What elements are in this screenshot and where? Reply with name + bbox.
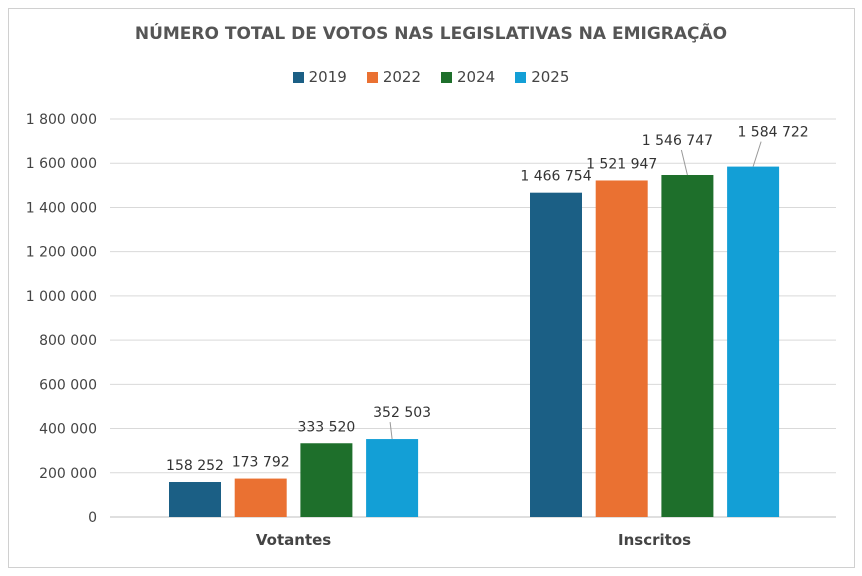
y-tick-label: 1 400 000	[26, 200, 97, 216]
legend-item-2024: 2024	[441, 68, 495, 86]
y-tick-label: 1 800 000	[26, 112, 97, 128]
data-label: 1 584 722	[737, 125, 808, 141]
y-tick-label: 1 000 000	[26, 289, 97, 305]
chart-frame	[8, 8, 855, 568]
bar-2019-votantes	[169, 482, 221, 517]
legend-swatch	[515, 71, 527, 83]
y-tick-label: 200 000	[39, 466, 97, 482]
leader-line	[389, 421, 393, 440]
leader-line	[752, 141, 762, 167]
bar-2025-inscritos	[727, 166, 780, 518]
legend-item-2022: 2022	[366, 68, 421, 86]
bar-2022-inscritos	[595, 180, 648, 518]
data-label: 1 546 747	[642, 133, 713, 149]
x-category-label: Votantes	[256, 531, 331, 549]
data-label: 1 466 754	[520, 169, 591, 185]
y-tick-label: 800 000	[39, 333, 97, 349]
data-label: 1 521 947	[586, 156, 657, 172]
y-tick-label: 600 000	[39, 377, 97, 393]
legend-item-2019: 2019	[292, 68, 347, 86]
legend-label: 2019	[308, 68, 347, 86]
bar-2022-votantes	[234, 478, 287, 517]
legend-label: 2025	[531, 68, 570, 86]
data-label: 173 792	[232, 455, 290, 471]
legend-label: 2022	[382, 68, 421, 86]
legend-swatch	[292, 71, 304, 83]
y-tick-label: 1 200 000	[26, 245, 97, 261]
legend-label: 2024	[457, 68, 496, 86]
legend: 2019 2022 2024 2025	[0, 68, 862, 86]
legend-swatch	[441, 71, 452, 83]
legend-item-2025: 2025	[515, 68, 569, 86]
chart-title: NÚMERO TOTAL DE VOTOS NAS LEGISLATIVAS N…	[134, 24, 728, 44]
legend-swatch	[366, 71, 378, 83]
leader-line	[680, 149, 688, 176]
bar-2019-inscritos	[530, 192, 582, 517]
bar-2024-inscritos	[661, 174, 714, 517]
data-label: 158 252	[166, 458, 224, 474]
data-label: 333 520	[297, 419, 355, 435]
y-tick-label: 400 000	[39, 422, 97, 438]
data-label: 352 503	[373, 405, 431, 421]
y-tick-label: 0	[88, 510, 97, 526]
y-tick-label: 1 600 000	[26, 156, 97, 172]
x-category-label: Inscritos	[618, 531, 691, 549]
bar-2025-votantes	[366, 439, 419, 517]
bar-2024-votantes	[300, 443, 353, 517]
